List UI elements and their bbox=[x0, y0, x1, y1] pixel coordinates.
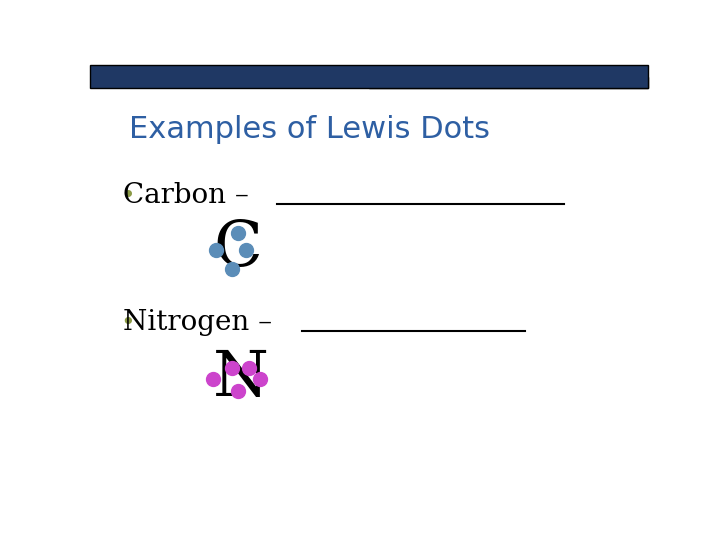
Point bbox=[227, 364, 238, 373]
Point bbox=[232, 387, 243, 395]
Text: •: • bbox=[121, 310, 135, 335]
Point bbox=[254, 374, 266, 383]
Point bbox=[232, 229, 243, 238]
Text: N: N bbox=[212, 348, 269, 409]
Point bbox=[227, 264, 238, 273]
Point bbox=[207, 374, 219, 383]
Text: Examples of Lewis Dots: Examples of Lewis Dots bbox=[129, 114, 490, 144]
Text: C: C bbox=[213, 219, 262, 280]
Text: Carbon –: Carbon – bbox=[124, 183, 249, 210]
Point bbox=[243, 364, 255, 373]
Point bbox=[240, 246, 252, 254]
Text: Nitrogen –: Nitrogen – bbox=[124, 309, 273, 336]
FancyBboxPatch shape bbox=[369, 77, 648, 87]
Point bbox=[210, 246, 221, 254]
FancyBboxPatch shape bbox=[90, 65, 648, 87]
Text: •: • bbox=[121, 184, 135, 208]
